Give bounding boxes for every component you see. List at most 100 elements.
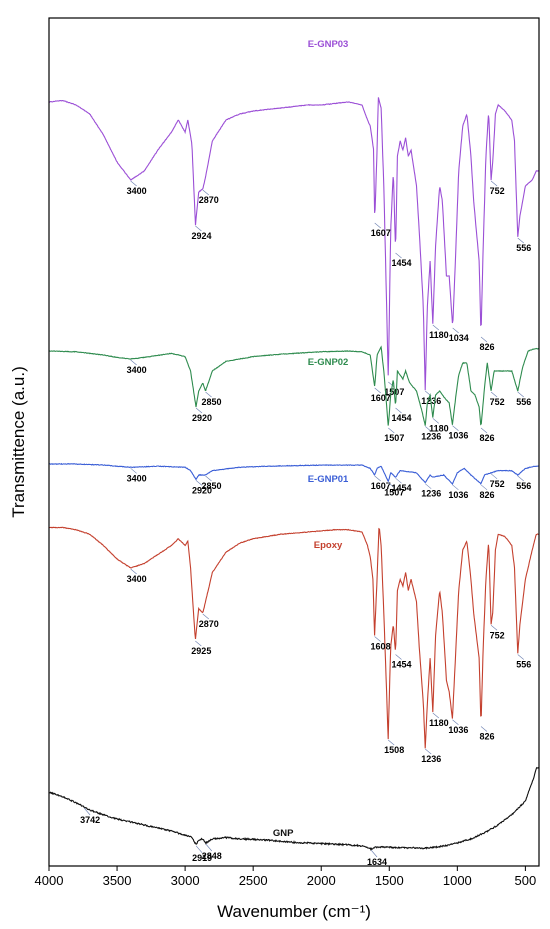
peak-leader-e-gnp03-752 (490, 180, 498, 187)
peak-leader-e-gnp02-556 (517, 391, 524, 398)
peak-leader-gnp-1634 (370, 849, 378, 858)
x-tick-label-1500: 1500 (375, 873, 404, 888)
x-axis: 4000 3500 3000 2500 2000 1500 1000 500 (35, 866, 537, 888)
series-name-e-gnp01: E-GNP01 (308, 474, 349, 485)
peak-leader-epoxy-752 (490, 625, 498, 631)
peak-label-e-gnp01-2920: 2920 (192, 485, 212, 495)
peak-label-e-gnp01-1607: 1607 (371, 481, 391, 491)
peak-label-e-gnp01-1454: 1454 (392, 483, 412, 493)
x-tick-label-3000: 3000 (171, 873, 200, 888)
peak-label-e-gnp03-1454: 1454 (392, 258, 412, 268)
peak-leader-e-gnp03-2870 (202, 189, 209, 196)
peak-label-e-gnp01-752: 752 (490, 479, 505, 489)
peak-label-e-gnp03-1607: 1607 (371, 228, 391, 238)
peak-leader-e-gnp01-2850 (205, 475, 212, 482)
peak-label-e-gnp01-1236: 1236 (421, 489, 441, 499)
peak-label-epoxy-1454: 1454 (392, 660, 412, 670)
peak-leader-e-gnp03-1180 (432, 324, 440, 331)
peak-label-e-gnp02-1454: 1454 (392, 413, 412, 423)
series-line-e-gnp03 (48, 97, 540, 391)
peak-label-e-gnp02-1036: 1036 (448, 431, 468, 441)
series-line-e-gnp01 (48, 462, 540, 486)
peak-leader-e-gnp03-1607 (374, 222, 381, 229)
peak-label-e-gnp02-826: 826 (480, 433, 495, 443)
peak-label-epoxy-1036: 1036 (448, 725, 468, 735)
peak-label-e-gnp01-1507: 1507 (384, 488, 404, 498)
peak-leader-gnp-2919 (195, 845, 203, 853)
series-name-epoxy: Epoxy (314, 540, 343, 551)
x-tick-label-3500: 3500 (103, 873, 132, 888)
peak-leader-epoxy-826 (480, 726, 488, 732)
peak-leader-e-gnp03-2924 (195, 225, 202, 232)
peak-leader-e-gnp02-752 (490, 391, 498, 398)
x-tick-label-1000: 1000 (443, 873, 472, 888)
peak-leader-epoxy-1608 (374, 636, 381, 642)
series-epoxy: Epoxy 3400 2925 2870 1608 1508 1454 1236 1180103… (48, 526, 540, 764)
peak-leader-epoxy-556 (517, 654, 524, 660)
peak-label-e-gnp03-826: 826 (480, 342, 495, 352)
peak-label-e-gnp01-1036: 1036 (448, 490, 468, 500)
peak-leader-epoxy-1036 (452, 719, 459, 725)
peak-leader-epoxy-2870 (202, 613, 209, 620)
series-name-e-gnp03: E-GNP03 (308, 39, 349, 50)
peak-label-e-gnp02-1236: 1236 (421, 431, 441, 441)
peak-label-e-gnp02-1507: 1507 (384, 433, 404, 443)
peak-leader-e-gnp01-1454 (395, 477, 402, 484)
peak-leader-e-gnp01-3400 (130, 468, 137, 474)
peak-leader-gnp-2848 (205, 843, 213, 852)
peak-label-gnp-2848: 2848 (202, 851, 222, 861)
peak-label-e-gnp02-1607: 1607 (371, 393, 391, 403)
peak-label-epoxy-556: 556 (516, 660, 531, 670)
peak-leader-e-gnp01-752 (490, 473, 498, 480)
peak-label-e-gnp03-556: 556 (516, 243, 531, 253)
x-tick-label-2500: 2500 (239, 873, 268, 888)
peak-leader-e-gnp01-826 (480, 484, 488, 491)
peak-label-epoxy-1508: 1508 (384, 745, 404, 755)
peak-leader-e-gnp03-3400 (130, 180, 137, 187)
peak-leader-epoxy-3400 (130, 568, 137, 575)
series-line-e-gnp02 (48, 345, 540, 426)
series-name-e-gnp02: E-GNP02 (308, 357, 349, 368)
peak-label-e-gnp03-1180: 1180 (429, 330, 449, 340)
peak-leader-e-gnp02-1236 (425, 426, 432, 432)
peak-label-epoxy-1608: 1608 (371, 642, 391, 652)
x-tick-label-4000: 4000 (35, 873, 64, 888)
peak-label-e-gnp01-2850: 2850 (202, 481, 222, 491)
peak-label-e-gnp01-826: 826 (480, 490, 495, 500)
peak-leader-epoxy-1454 (395, 654, 402, 660)
peak-label-epoxy-2870: 2870 (199, 619, 219, 629)
peak-leader-epoxy-1236 (425, 748, 432, 755)
x-tick-label-2000: 2000 (307, 873, 336, 888)
peak-leader-e-gnp01-1236 (425, 483, 432, 489)
peak-label-epoxy-826: 826 (480, 732, 495, 742)
peak-label-epoxy-1180: 1180 (429, 718, 449, 728)
peak-leader-e-gnp02-826 (480, 427, 488, 434)
peak-leader-e-gnp01-2920 (195, 480, 203, 486)
peak-leader-e-gnp02-2850 (205, 391, 212, 398)
peak-leader-e-gnp03-1034 (452, 327, 459, 334)
x-tick-label-500: 500 (515, 873, 537, 888)
peak-leader-e-gnp02-1607 (374, 387, 381, 394)
peak-leader-e-gnp02-1180 (432, 418, 440, 424)
peak-label-epoxy-752: 752 (490, 630, 505, 640)
peak-label-e-gnp02-2850: 2850 (202, 397, 222, 407)
series-line-gnp (49, 766, 539, 852)
peak-label-e-gnp03-2870: 2870 (199, 195, 219, 205)
peak-label-e-gnp02-2920: 2920 (192, 413, 212, 423)
series-name-gnp: GNP (273, 828, 294, 839)
peak-leader-e-gnp02-3400 (130, 359, 137, 366)
x-axis-title: Wavenumber (cm⁻¹) (217, 902, 371, 921)
peak-leader-e-gnp02-1507 (388, 427, 395, 434)
peak-label-e-gnp02-556: 556 (516, 397, 531, 407)
peak-leader-gnp-3742 (83, 807, 91, 816)
peak-label-e-gnp03-3400: 3400 (127, 186, 147, 196)
peak-leader-e-gnp03-1454 (395, 252, 402, 259)
series-line-epoxy (48, 526, 540, 749)
series-e-gnp02: E-GNP02 3400 2920 2850 1607 1507 1454 123611801… (48, 345, 540, 443)
peak-leader-e-gnp01-1036 (452, 484, 459, 491)
peak-leader-e-gnp03-826 (480, 336, 488, 343)
peak-leader-epoxy-1508 (387, 739, 395, 746)
